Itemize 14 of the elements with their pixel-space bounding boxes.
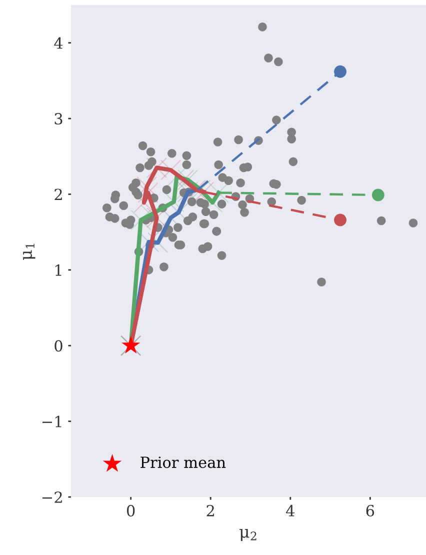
- y-tick-label: 4: [54, 37, 63, 49]
- y-tick-label: 3: [54, 113, 62, 125]
- y-tick-label: 2: [54, 188, 62, 200]
- y-tick-label: 0: [54, 340, 62, 352]
- x-tick-label: 0: [126, 504, 135, 516]
- x-tick-label: 4: [286, 504, 294, 516]
- y-axis-title: μ$_{1}$: [23, 244, 36, 260]
- y-tick-label: −2: [42, 491, 62, 503]
- x-axis-title: μ$_{2}$: [240, 528, 256, 542]
- x-tick-label: 6: [366, 504, 374, 516]
- legend-label: Prior mean: [140, 456, 226, 468]
- x-tick-label: 2: [206, 504, 214, 516]
- y-tick-label: 1: [56, 264, 62, 276]
- y-tick-label: −1: [42, 416, 62, 428]
